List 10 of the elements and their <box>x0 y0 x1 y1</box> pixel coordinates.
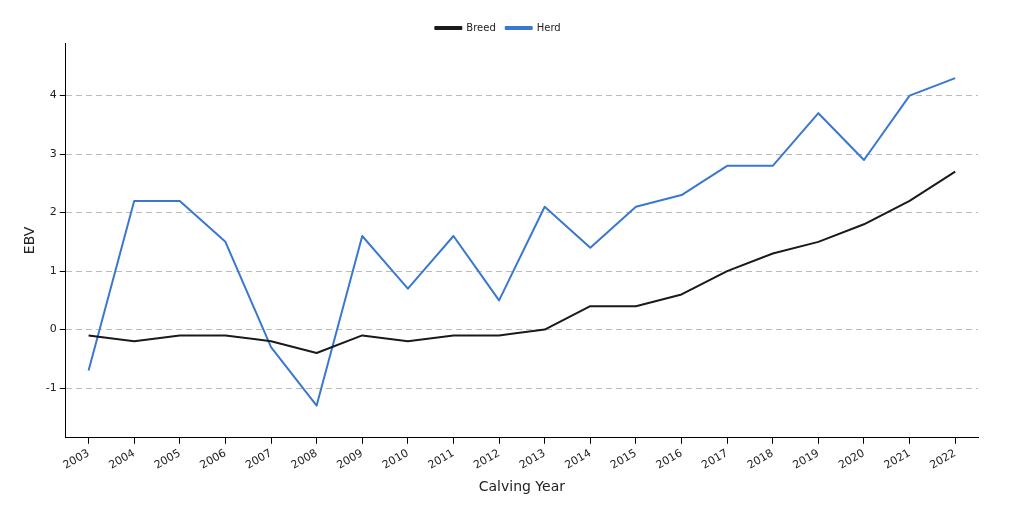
y-tick-label: -1 <box>45 380 57 394</box>
y-tick-label: 1 <box>49 263 57 277</box>
y-tick-label: 4 <box>49 88 57 102</box>
legend-label: Breed <box>466 21 496 33</box>
x-axis-title: Calving Year <box>478 478 566 495</box>
y-tick-label: 2 <box>49 205 57 219</box>
y-axis-title: EBV <box>21 226 38 255</box>
y-tick-label: 3 <box>49 146 57 160</box>
legend-label: Herd <box>536 21 561 33</box>
y-tick-label: 0 <box>49 322 57 336</box>
